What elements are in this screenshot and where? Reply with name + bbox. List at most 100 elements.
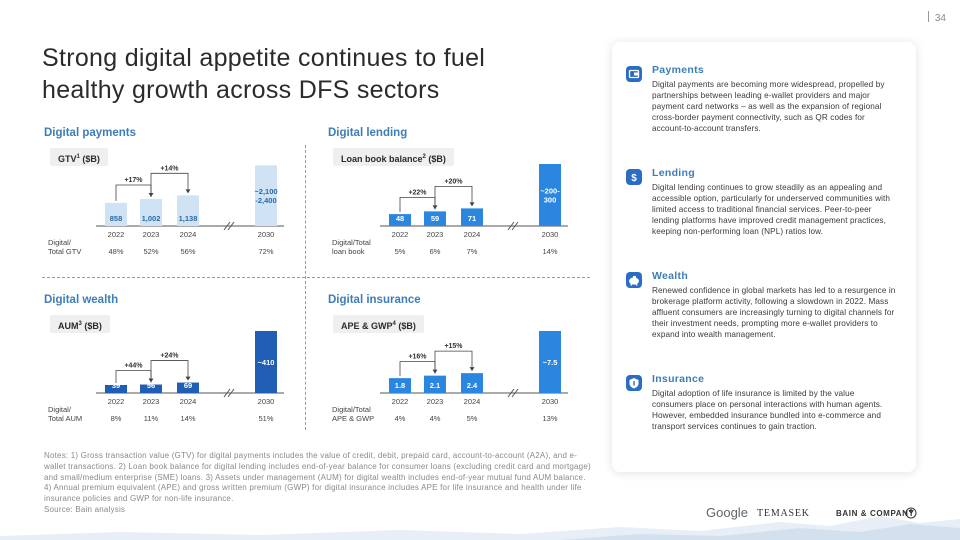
bar-2030 — [255, 165, 277, 226]
bar-2022 — [389, 214, 411, 226]
digital-payments-title: Digital payments — [44, 127, 137, 139]
temasek-logo: TEMASEK — [757, 508, 810, 519]
ratio-value: 13% — [542, 414, 557, 423]
x-tick-label: 2022 — [108, 397, 125, 406]
growth-label: +24% — [160, 353, 179, 360]
data-label: 39 — [112, 381, 120, 390]
wealth-metric-pill: AUM3 ($B) — [50, 315, 110, 333]
data-label: ~410 — [258, 358, 275, 367]
ratio-value: 72% — [258, 247, 273, 256]
growth-bracket — [115, 370, 152, 383]
panel-item-body: Renewed confidence in global markets has… — [652, 286, 896, 339]
ratio-value: 48% — [108, 247, 123, 256]
digital-insurance-title: Digital insurance — [328, 294, 421, 306]
bar-2024 — [461, 373, 483, 393]
bar-2024 — [177, 382, 199, 393]
growth-arrowhead — [469, 202, 475, 207]
bar-2030 — [539, 331, 561, 393]
lending-metric-label: Loan book balance — [341, 154, 423, 164]
growth-arrowhead — [185, 189, 191, 194]
x-tick-label: 2022 — [108, 230, 125, 239]
growth-arrowhead — [469, 367, 475, 372]
ratio-value: 7% — [467, 247, 478, 256]
axis-break-mark — [223, 388, 231, 398]
insurance-metric-label: APE & GWP — [341, 321, 393, 331]
lending-icon: $ — [626, 169, 642, 185]
growth-label: +20% — [444, 178, 463, 185]
bar-2022 — [389, 378, 411, 393]
bar-2023 — [140, 198, 162, 226]
growth-bracket — [150, 360, 189, 383]
ratio-row-label: Digital/Total APE & GWP — [332, 405, 374, 423]
payments-footnote-ref: 1 — [76, 154, 80, 160]
axis-break-mark — [223, 221, 231, 231]
wealth-chart: 39 2022 8% 56 2023 11% 69 2024 14% ~410 2030 51% Dig… — [48, 331, 284, 423]
payments-chart: 858 2022 48% 1,002 2023 52% 1,138 2024 56% ~2,100… — [48, 165, 284, 256]
bar-2023 — [424, 375, 446, 393]
data-label: 56 — [147, 381, 155, 390]
ratio-value: 8% — [111, 414, 122, 423]
digital-wealth-title: Digital wealth — [44, 294, 119, 306]
bar-2022 — [105, 385, 127, 393]
ratio-row-label: Digital/Total GTV — [48, 238, 81, 256]
x-tick-label: 2024 — [180, 397, 197, 406]
bar-2024 — [461, 208, 483, 226]
x-tick-label: 2030 — [542, 397, 559, 406]
data-label: 69 — [184, 381, 192, 390]
x-tick-label: 2022 — [392, 230, 409, 239]
axis-break-mark — [511, 221, 519, 231]
bar-2030 — [539, 164, 561, 226]
ratio-value: 51% — [258, 414, 273, 423]
growth-bracket — [399, 361, 436, 377]
data-label: 48 — [396, 214, 404, 223]
x-tick-label: 2024 — [464, 397, 481, 406]
footnotes: Notes: 1) Gross transaction value (GTV) … — [44, 451, 592, 516]
ratio-row-label: Digital/Total loan book — [332, 238, 371, 256]
insurance-metric-pill: APE & GWP4 ($B) — [333, 315, 424, 333]
google-logo: Google — [706, 505, 748, 520]
data-label: ~200-300 — [540, 187, 560, 205]
bain-mark-icon — [905, 507, 917, 519]
growth-bracket — [434, 185, 473, 210]
ratio-value: 14% — [542, 247, 557, 256]
bar-2023 — [424, 211, 446, 226]
growth-bracket — [399, 196, 436, 213]
data-label: ~2,100 -2,400 — [254, 187, 277, 205]
data-label: 1,138 — [179, 214, 198, 223]
ratio-value: 11% — [144, 414, 159, 423]
x-tick-label: 2023 — [427, 230, 444, 239]
panel-item-body: Digital adoption of life insurance is li… — [652, 389, 883, 431]
page-title: Strong digital appetite continues to fue… — [42, 44, 486, 104]
page-number: 34 — [928, 11, 946, 24]
x-tick-label: 2030 — [542, 230, 559, 239]
panel-item-body: Digital payments are becoming more wides… — [652, 80, 885, 133]
axis-break-mark — [227, 221, 235, 231]
payments-icon — [626, 66, 642, 82]
axis-break-mark — [227, 388, 235, 398]
bar-2024 — [177, 195, 199, 226]
insurance-icon — [626, 375, 642, 391]
axis-break-mark — [507, 388, 515, 398]
horizontal-divider — [42, 277, 590, 278]
x-tick-label: 2030 — [258, 397, 275, 406]
panel-item-title: Payments — [652, 64, 705, 76]
lending-chart: 48 2022 5% 59 2023 6% 71 2024 7% ~200-300 2030 14% D… — [332, 164, 568, 256]
svg-text:$: $ — [631, 173, 637, 184]
ratio-row-label: Digital/Total AUM — [48, 405, 82, 423]
lending-metric-unit: ($B) — [425, 154, 446, 164]
panel-item-title: Lending — [652, 167, 695, 179]
ratio-value: 4% — [395, 414, 406, 423]
ratio-value: 56% — [180, 247, 195, 256]
ratio-value: 5% — [395, 247, 406, 256]
ratio-value: 14% — [180, 414, 195, 423]
wealth-icon — [626, 272, 642, 288]
data-label: 858 — [110, 214, 123, 223]
data-label: 1.8 — [395, 381, 405, 390]
growth-label: +17% — [124, 177, 143, 184]
x-tick-label: 2024 — [464, 230, 481, 239]
digital-lending-title: Digital lending — [328, 127, 408, 139]
x-tick-label: 2023 — [143, 397, 160, 406]
data-label: 59 — [431, 214, 439, 223]
growth-label: +15% — [444, 343, 463, 350]
bar-2023 — [140, 384, 162, 393]
